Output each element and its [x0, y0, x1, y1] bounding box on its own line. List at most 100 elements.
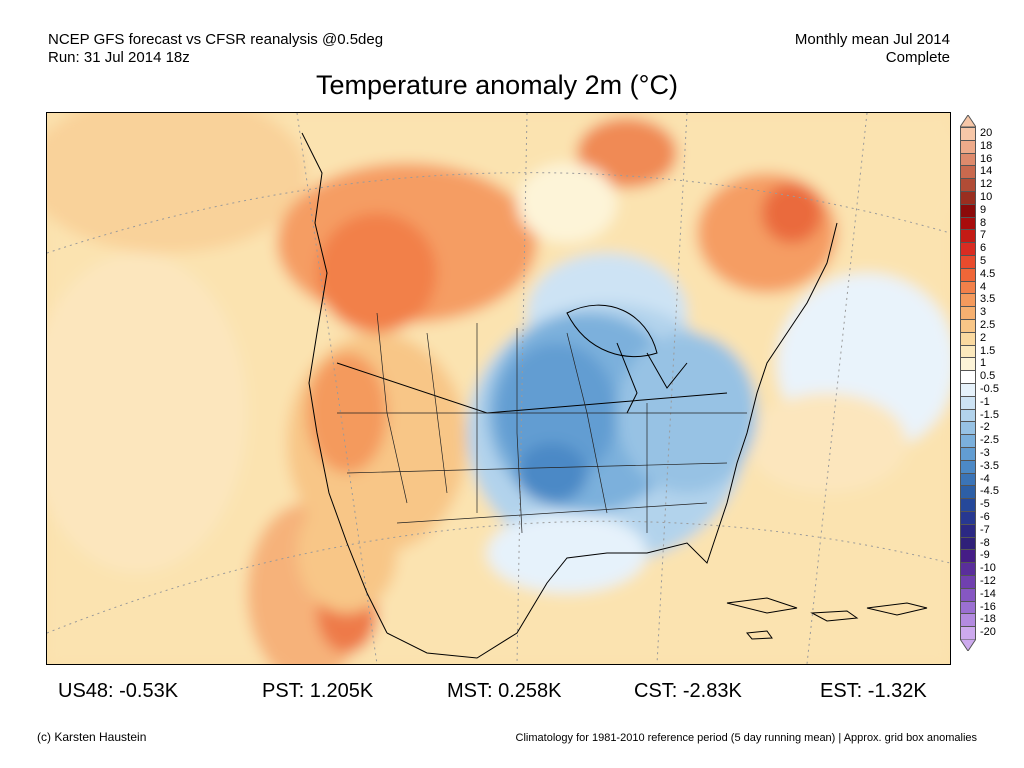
colorbar-swatch [960, 152, 976, 166]
colorbar-swatch [960, 139, 976, 153]
map-canvas [47, 113, 950, 664]
colorbar-label: 1.5 [980, 344, 996, 357]
colorbar-swatch [960, 331, 976, 345]
colorbar-label: -0.5 [980, 383, 999, 395]
stat-est: EST: -1.32K [820, 680, 927, 702]
colorbar-top-arrow [960, 115, 976, 127]
colorbar-swatch [960, 344, 976, 358]
graticule [47, 113, 950, 664]
colorbar-swatch [960, 191, 976, 204]
colorbar-swatch [960, 408, 976, 422]
colorbar-swatch [960, 216, 976, 230]
colorbar-swatch [960, 472, 976, 486]
stat-mst: MST: 0.258K [447, 680, 562, 702]
colorbar-swatch [960, 587, 976, 601]
model-description: NCEP GFS forecast vs CFSR reanalysis @0.… [48, 31, 384, 48]
colorbar-label: -1.5 [980, 408, 999, 421]
colorbar-swatch [960, 242, 976, 255]
colorbar-swatch [960, 511, 976, 524]
colorbar-label: -5 [980, 498, 990, 511]
colorbar-label: -4 [980, 472, 990, 485]
colorbar-label: -6 [980, 511, 990, 523]
colorbar-swatch [960, 280, 976, 294]
colorbar-swatch [960, 613, 976, 627]
colorbar-swatch [960, 127, 976, 140]
colorbar-label: -18 [980, 613, 996, 626]
colorbar-label: -2.5 [980, 434, 999, 447]
run-time: Run: 31 Jul 2014 18z [48, 49, 190, 66]
colorbar-label: 16 [980, 152, 993, 165]
colorbar-swatch [960, 203, 976, 217]
state-borders [337, 312, 747, 534]
colorbar-label: 8 [980, 216, 987, 229]
colorbar-swatch [960, 434, 976, 447]
colorbar-swatch [960, 165, 976, 179]
anomaly-map [46, 112, 951, 665]
islands [726, 597, 928, 640]
colorbar-label: 0.5 [980, 370, 996, 383]
colorbar-swatch [960, 536, 976, 550]
colorbar-label: 6 [980, 242, 987, 255]
colorbar-swatch [960, 319, 976, 332]
header-left: NCEP GFS forecast vs CFSR reanalysis @0.… [48, 31, 383, 67]
colorbar-label: -8 [980, 536, 990, 549]
colorbar-swatch [960, 575, 976, 588]
colorbar-swatch [960, 267, 976, 281]
colorbar-swatch [960, 626, 976, 639]
colorbar-swatch [960, 549, 976, 563]
colorbar-swatch [960, 383, 976, 396]
colorbar-label: -10 [980, 562, 996, 575]
colorbar-swatch [960, 600, 976, 614]
colorbar-label: 5 [980, 255, 987, 267]
period-label: Monthly mean Jul 2014 [794, 31, 950, 48]
colorbar-label: -3.5 [980, 459, 999, 472]
colorbar-label: 7 [980, 229, 987, 242]
colorbar-swatch [960, 498, 976, 511]
colorbar-label: 12 [980, 178, 993, 191]
header-right: Monthly mean Jul 2014 Complete [795, 31, 950, 67]
colorbar-swatch [960, 523, 976, 537]
colorbar-bottom-arrow [960, 639, 976, 651]
colorbar-label: 20 [980, 127, 993, 139]
colorbar-label: -4.5 [980, 485, 999, 498]
colorbar-label: 3.5 [980, 293, 996, 306]
colorbar-swatch [960, 421, 976, 435]
colorbar-swatch [960, 459, 976, 473]
colorbar-label: 2.5 [980, 319, 996, 331]
map-title: Temperature anomaly 2m (°C) [316, 70, 678, 100]
stat-pst: PST: 1.205K [262, 680, 374, 702]
colorbar-label: 10 [980, 191, 993, 203]
copyright: (c) Karsten Haustein [37, 730, 147, 744]
colorbar-swatch [960, 229, 976, 243]
status-label: Complete [885, 49, 950, 66]
colorbar-label: 4 [980, 280, 987, 293]
colorbar-swatch [960, 562, 976, 575]
colorbar-label: -16 [980, 600, 996, 613]
colorbar-label: 3 [980, 306, 987, 319]
colorbar-label: -20 [980, 626, 996, 639]
colorbar-label: 14 [980, 165, 993, 178]
colorbar-swatch [960, 255, 976, 268]
stat-cst: CST: -2.83K [634, 680, 742, 702]
colorbar-swatch [960, 293, 976, 307]
colorbar-label: -9 [980, 549, 990, 562]
colorbar-label: 18 [980, 139, 993, 152]
colorbar-swatch [960, 447, 976, 460]
colorbar-label: -2 [980, 421, 990, 434]
colorbar-swatch [960, 178, 976, 191]
stat-us48: US48: -0.53K [58, 680, 179, 702]
colorbar-swatch [960, 306, 976, 319]
colorbar-label: -12 [980, 575, 996, 587]
anomaly-field [47, 113, 950, 664]
colorbar-swatch [960, 485, 976, 499]
colorbar-swatch [960, 370, 976, 383]
colorbar-swatch [960, 395, 976, 409]
colorbar-label: 1 [980, 357, 987, 370]
colorbar-label: 2 [980, 331, 987, 344]
colorbar-label: 9 [980, 203, 987, 216]
climatology-note: Climatology for 1981-2010 reference peri… [515, 732, 977, 744]
colorbar-swatch [960, 357, 976, 371]
colorbar-label: -1 [980, 395, 990, 408]
colorbar-label: 4.5 [980, 267, 996, 280]
colorbar-label: -3 [980, 447, 990, 459]
